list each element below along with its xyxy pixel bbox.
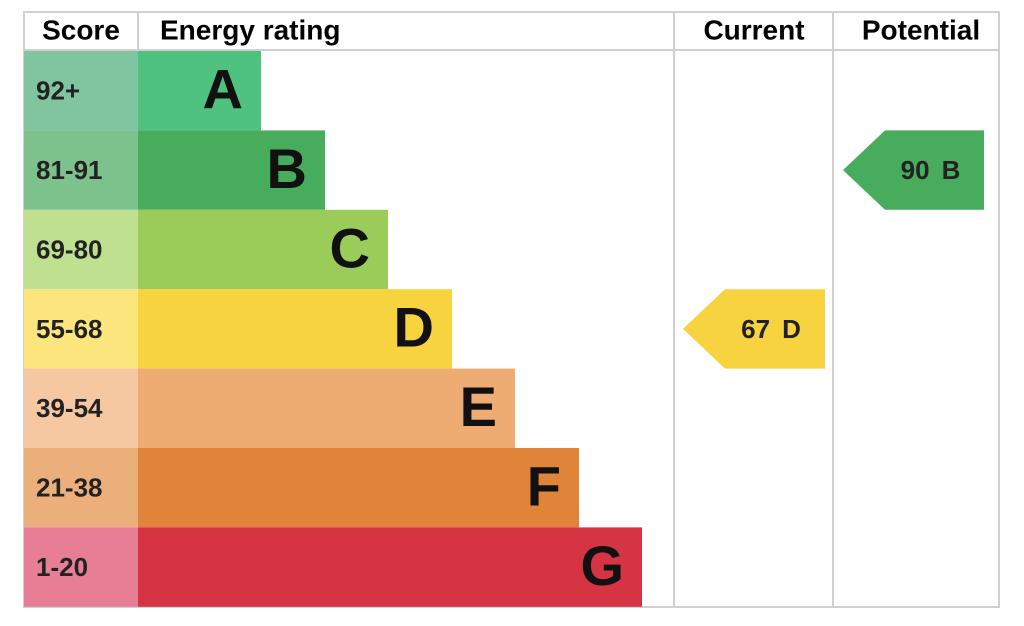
header-score: Score — [42, 14, 120, 45]
potential-band: B — [942, 155, 961, 185]
current-arrow — [683, 289, 825, 369]
score-label: 81-91 — [36, 155, 103, 185]
score-label: 92+ — [36, 76, 80, 106]
rating-bar — [138, 289, 452, 369]
header-rating: Energy rating — [160, 14, 340, 45]
band-letter: F — [527, 454, 561, 517]
rating-bar — [138, 130, 325, 210]
band-letter: E — [460, 375, 497, 438]
potential-value: 90 — [901, 155, 930, 185]
potential-label: 90 B — [901, 155, 961, 185]
current-band: D — [782, 314, 801, 344]
band-letter: C — [330, 216, 370, 279]
score-cell — [24, 448, 138, 528]
score-label: 39-54 — [36, 393, 103, 423]
rating-bar — [138, 368, 515, 448]
score-cell — [24, 368, 138, 448]
score-cell — [24, 289, 138, 369]
current-label: 67 D — [741, 314, 801, 344]
score-cell — [24, 51, 138, 131]
score-cell — [24, 209, 138, 290]
rating-bar — [138, 209, 388, 290]
header-potential: Potential — [862, 14, 980, 45]
score-cell — [24, 130, 138, 210]
rating-bar — [138, 448, 579, 528]
band-letter: D — [394, 296, 434, 359]
score-cell — [24, 527, 138, 607]
potential-arrow — [843, 130, 984, 210]
band-letter: B — [267, 137, 307, 200]
rating-bar — [138, 51, 261, 131]
current-value: 67 — [741, 314, 770, 344]
score-label: 21-38 — [36, 473, 103, 503]
score-label: 55-68 — [36, 314, 103, 344]
header-current: Current — [703, 14, 804, 45]
rating-bar — [138, 527, 642, 607]
score-label: 69-80 — [36, 234, 103, 264]
score-label: 1-20 — [36, 552, 88, 582]
band-letter: G — [580, 534, 624, 597]
band-letter: A — [203, 57, 243, 120]
